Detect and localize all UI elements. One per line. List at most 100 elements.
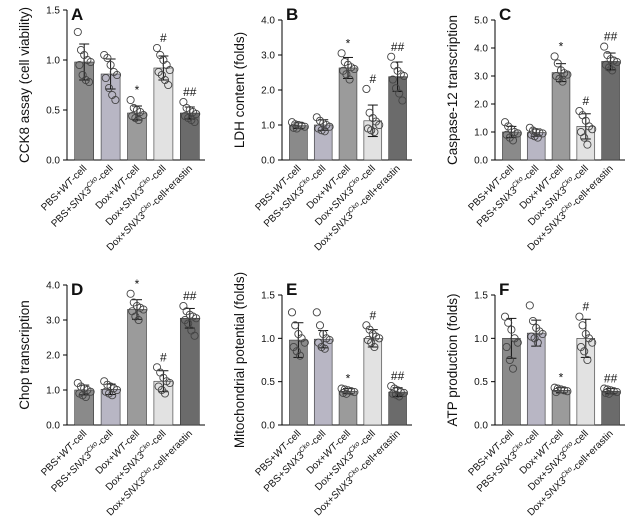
data-point [337, 384, 346, 393]
significance-mark: # [160, 350, 167, 364]
significance-mark: # [582, 94, 589, 108]
data-point [387, 52, 396, 61]
y-tick-label: 0.0 [46, 156, 60, 167]
y-tick-label: 1.0 [474, 334, 488, 345]
data-point [165, 378, 174, 388]
data-point [395, 392, 404, 401]
bar-3 [127, 309, 147, 426]
y-tick-label: 1.5 [261, 291, 275, 302]
data-point [375, 120, 384, 130]
panel-a: 0.0 0.5 1.0 1.5 CCK8 assay (cell viability) A… [17, 5, 205, 253]
data-point [152, 363, 162, 372]
significance-mark: ## [604, 30, 618, 44]
y-tick-label: 1.5 [46, 6, 60, 17]
data-point [513, 129, 522, 138]
data-point [583, 355, 592, 365]
data-point [505, 355, 514, 365]
bar-2 [526, 332, 546, 426]
data-point [575, 312, 584, 321]
y-tick-label: 1.0 [261, 334, 275, 345]
data-point [111, 95, 120, 105]
data-point [320, 344, 329, 353]
data-point [81, 392, 90, 402]
panel-e: 0.0 0.5 1.0 1.5 Mitochondrial potential (fol… [232, 272, 412, 518]
y-tick-label: 0.0 [474, 421, 488, 432]
data-point [390, 61, 399, 70]
panel-letter: F [499, 280, 509, 299]
data-point [504, 318, 513, 327]
data-point [375, 334, 384, 343]
data-point [583, 140, 592, 149]
y-tick-label: 2.0 [261, 86, 275, 97]
data-point [75, 60, 84, 70]
panel-c: 0.0 1.0 2.0 3.0 4.0 5.0 Caspase-12 transcripti… [445, 5, 625, 253]
data-point [350, 64, 359, 74]
data-point [532, 127, 541, 137]
data-point [73, 27, 82, 37]
y-tick-label: 4.0 [261, 16, 275, 27]
data-point [297, 121, 306, 130]
data-point [325, 122, 334, 131]
data-point [600, 384, 609, 393]
significance-mark: * [559, 371, 564, 385]
data-point [139, 110, 148, 120]
data-point [533, 338, 542, 347]
data-point [101, 73, 110, 83]
data-point [152, 43, 162, 53]
data-point [192, 109, 201, 119]
y-tick-label: 3.0 [261, 51, 275, 62]
data-point [533, 133, 542, 142]
data-point [179, 301, 188, 311]
data-point [337, 49, 346, 58]
y-axis-label: Chop transcription [17, 300, 32, 410]
data-point [126, 95, 135, 105]
significance-mark: * [346, 36, 351, 50]
significance-mark: ## [604, 372, 618, 386]
data-point [126, 289, 135, 298]
data-point [84, 77, 94, 87]
significance-mark: ## [183, 289, 197, 303]
data-point [325, 336, 334, 345]
significance-mark: ## [391, 369, 405, 383]
significance-mark: ## [183, 85, 197, 99]
data-point [399, 71, 409, 81]
y-tick-label: 4.0 [474, 44, 488, 55]
y-tick-label: 3.0 [474, 72, 488, 83]
data-point [550, 383, 559, 392]
bar-5 [179, 112, 200, 161]
data-point [578, 321, 587, 330]
y-tick-label: 0.5 [474, 377, 488, 388]
y-axis-label: ATP production (folds) [445, 293, 460, 426]
data-point [388, 75, 397, 84]
significance-mark: # [160, 31, 167, 45]
data-point [347, 387, 356, 396]
data-point [192, 314, 201, 323]
data-point [134, 315, 143, 325]
y-tick-label: 3.0 [46, 316, 60, 327]
data-point [508, 364, 518, 373]
significance-mark: * [346, 372, 351, 386]
data-point [502, 342, 511, 352]
data-point [139, 305, 148, 314]
y-tick-label: 4.0 [46, 281, 60, 292]
data-point [608, 66, 617, 75]
data-point [287, 308, 297, 317]
data-point [112, 70, 122, 80]
data-point [190, 331, 199, 340]
data-point [345, 75, 354, 84]
data-point [528, 316, 538, 326]
data-point [612, 388, 622, 397]
data-point [190, 117, 199, 127]
significance-mark: * [135, 83, 140, 97]
data-point [563, 387, 572, 396]
data-point [165, 65, 174, 75]
y-tick-label: 0.0 [261, 156, 275, 167]
data-point [370, 342, 379, 352]
y-tick-label: 1.0 [474, 128, 488, 139]
data-point [362, 84, 371, 93]
panel-letter: B [286, 5, 298, 24]
data-point [350, 388, 359, 397]
